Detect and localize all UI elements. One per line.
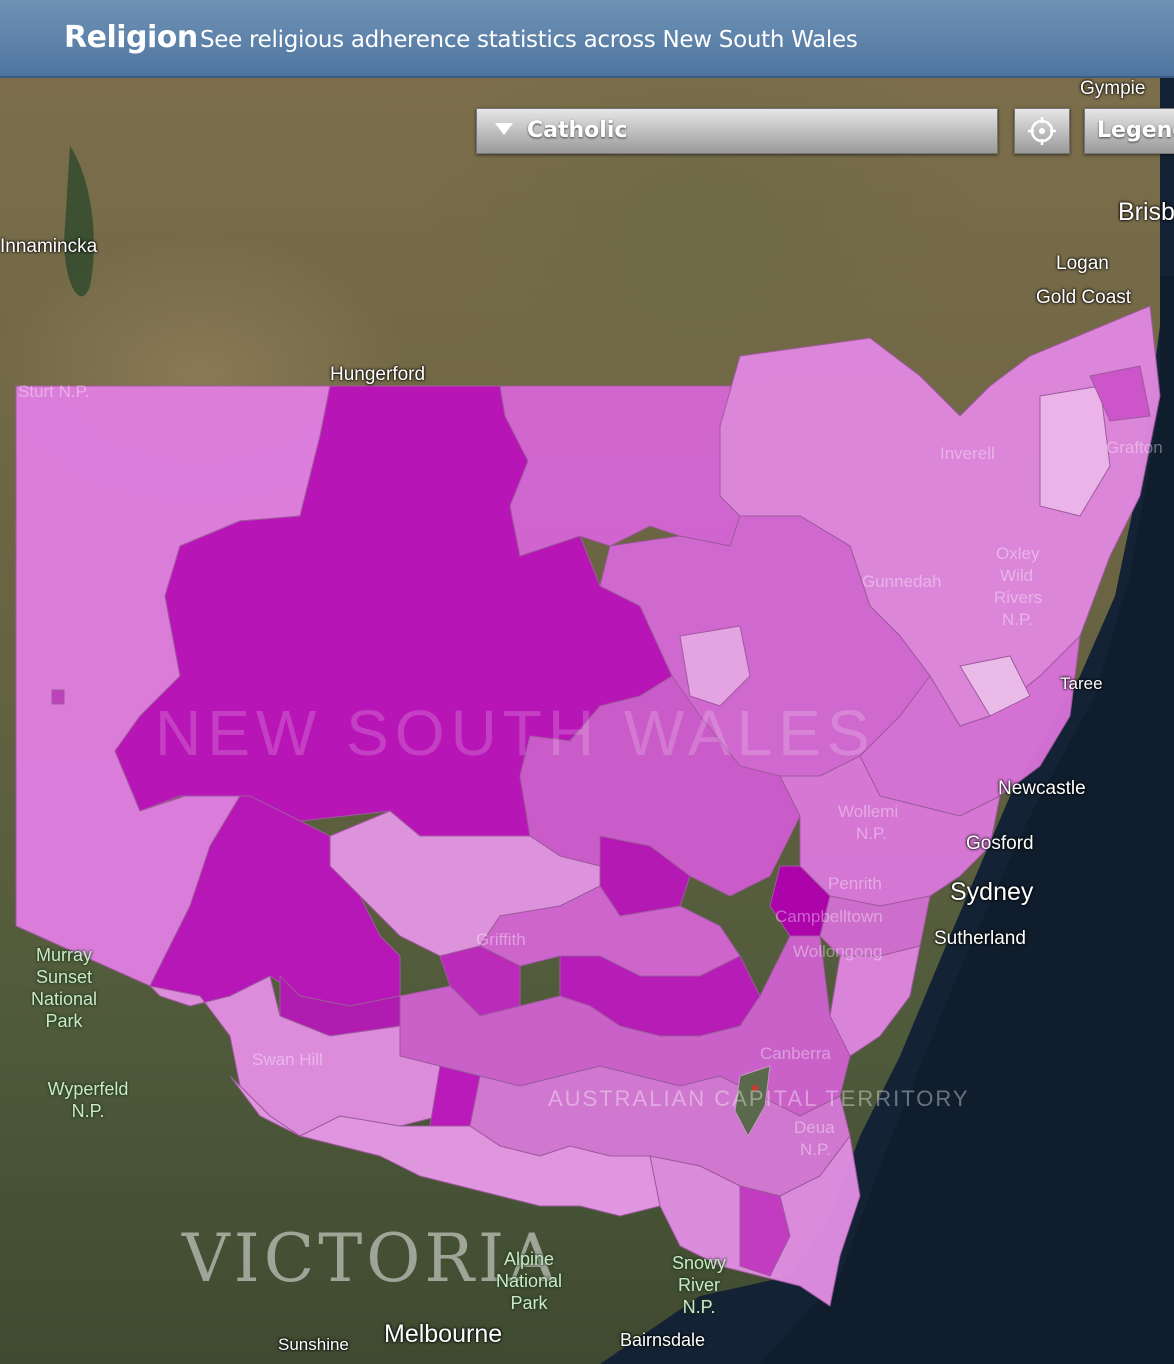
place-sydney: Sydney (950, 878, 1034, 906)
place-canberra: Canberra (760, 1044, 831, 1063)
park-alpine-line1: Alpine (503, 1249, 555, 1269)
place-deua-1: Deua (794, 1118, 835, 1137)
place-oxley-1: Oxley (996, 544, 1040, 563)
ocean-shelf (760, 276, 1174, 1364)
canberra-marker (752, 1085, 758, 1091)
map-canvas[interactable]: NEW SOUTH WALES VICTORIA AUSTRALIAN CAPI… (0, 76, 1174, 1364)
place-sturt: Sturt N.P. (18, 382, 90, 401)
region-illawarra (829, 945, 921, 1057)
park-alpine: Alpine National Park (490, 1248, 568, 1314)
chevron-down-icon (495, 123, 513, 135)
religion-select[interactable]: Catholic (476, 108, 998, 154)
park-snowy-line2: River (677, 1275, 720, 1295)
place-gympie: Gympie (1080, 78, 1146, 99)
place-innamincka: Innamincka (0, 236, 98, 257)
place-taree: Taree (1060, 674, 1103, 693)
legend-button-label: Legend (1097, 118, 1174, 143)
locate-button[interactable] (1014, 108, 1070, 154)
page-subtitle: See religious adherence statistics acros… (200, 27, 858, 53)
place-gosford: Gosford (966, 833, 1034, 854)
place-inverell: Inverell (940, 444, 995, 463)
place-penrith: Penrith (828, 874, 882, 893)
map-watermark-victoria: VICTORIA (182, 1220, 560, 1297)
place-bairnsdale: Bairnsdale (620, 1330, 706, 1350)
place-brisbane: Brisb (1118, 198, 1174, 226)
app-header: Religion See religious adherence statist… (0, 0, 1174, 78)
place-wollongong: Wollongong (793, 942, 883, 961)
region-enclave (51, 689, 65, 705)
park-murray-line3: National (30, 989, 98, 1009)
crosshair-icon (1028, 117, 1056, 145)
park-murray-line1: Murray (35, 945, 92, 965)
place-logan: Logan (1056, 253, 1109, 274)
place-grafton: Grafton (1106, 438, 1163, 457)
place-hungerford: Hungerford (330, 364, 426, 385)
park-snowy-river: Snowy River N.P. (664, 1252, 734, 1318)
religion-select-value: Catholic (527, 118, 628, 143)
place-gunnedah: Gunnedah (862, 572, 942, 591)
lake (64, 146, 94, 297)
place-oxley-2: Wild (1000, 566, 1034, 585)
region-act (734, 1065, 771, 1138)
region-southwest-light (229, 1075, 661, 1217)
park-snowy-line3: N.P. (682, 1297, 716, 1317)
place-wollemi-2: N.P. (856, 824, 887, 843)
region-north-c (1039, 385, 1111, 517)
place-swan-hill: Swan Hill (252, 1050, 323, 1069)
place-sutherland: Sutherland (934, 928, 1026, 949)
place-melbourne: Melbourne (384, 1320, 503, 1348)
park-alpine-line2: National (495, 1271, 563, 1291)
place-wollemi-1: Wollemi (838, 802, 899, 821)
place-oxley-4: N.P. (1002, 610, 1033, 629)
act-label: AUSTRALIAN CAPITAL TERRITORY (548, 1086, 970, 1111)
park-wyperfeld-line1: Wyperfeld (47, 1079, 129, 1099)
page-title: Religion (64, 20, 198, 55)
region-dubbo-light (679, 625, 751, 707)
region-hunter-light (959, 655, 1031, 717)
place-oxley-3: Rivers (994, 588, 1043, 607)
region-north-d (1089, 365, 1151, 422)
place-newcastle: Newcastle (998, 778, 1086, 799)
place-deua-2: N.P. (800, 1140, 831, 1159)
nsw-regions (15, 305, 1161, 1307)
place-griffith: Griffith (476, 930, 526, 949)
place-campbelltown: Campbelltown (775, 907, 883, 926)
map-base-svg (15, 76, 1174, 1364)
park-murray-line2: Sunset (35, 967, 93, 987)
park-murray-sunset: Murray Sunset National Park (26, 944, 102, 1032)
park-wyperfeld: Wyperfeld N.P. (40, 1078, 136, 1122)
park-murray-line4: Park (45, 1011, 83, 1031)
map-watermark-nsw: NEW SOUTH WALES (155, 697, 876, 769)
region-monaro (739, 1185, 791, 1277)
park-snowy-line1: Snowy (671, 1253, 727, 1273)
legend-button[interactable]: Legend (1084, 108, 1174, 154)
place-gold-coast: Gold Coast (1036, 287, 1132, 308)
park-alpine-line3: Park (510, 1293, 548, 1313)
place-sunshine: Sunshine (278, 1335, 349, 1354)
park-wyperfeld-line2: N.P. (71, 1101, 105, 1121)
